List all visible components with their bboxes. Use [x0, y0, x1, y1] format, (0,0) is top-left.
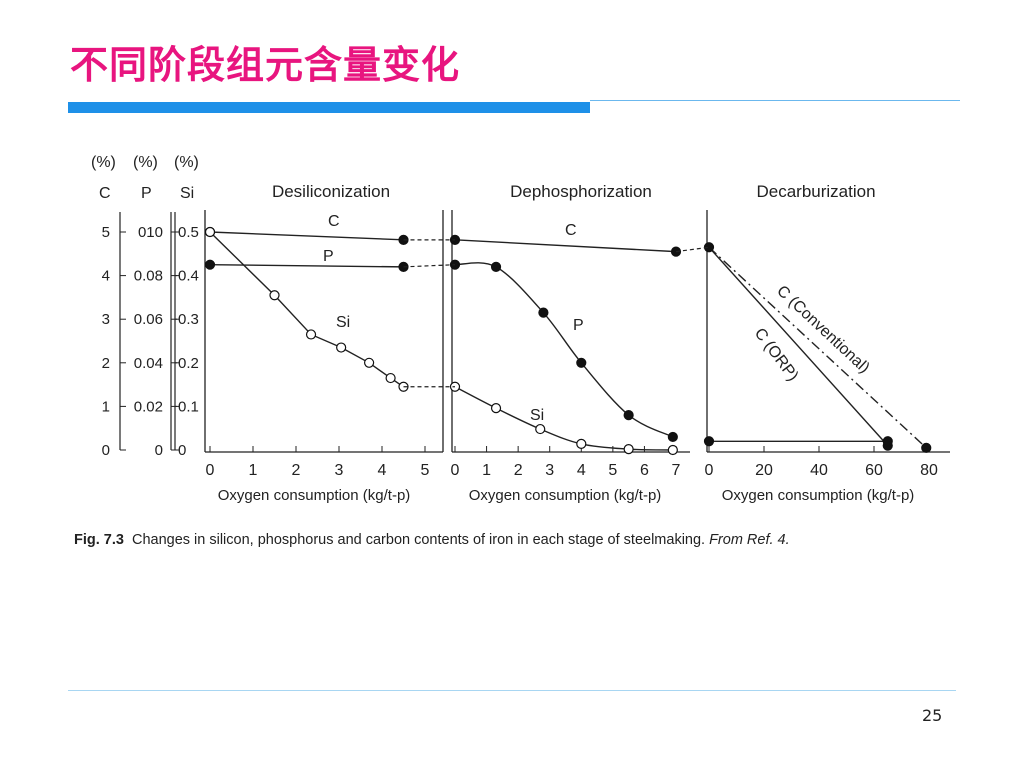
data-point-end	[882, 436, 893, 447]
x-tick-label: 1	[482, 462, 491, 479]
series-line-p	[454, 262, 674, 438]
x-tick-label: 0	[451, 462, 460, 479]
page-number: 25	[922, 706, 943, 725]
y-tick-label-p: 0.06	[134, 311, 163, 328]
caption-text: Changes in silicon, phosphorus and carbo…	[131, 532, 706, 548]
x-tick-label: 60	[865, 462, 883, 479]
title-accent-bar	[68, 102, 590, 113]
y-tick-label-si: 0.1	[178, 398, 199, 415]
series-line-c	[454, 239, 677, 253]
stage-connector-p	[403, 264, 456, 268]
x-tick-label: 40	[810, 462, 828, 479]
y-tick-label-c: 5	[102, 224, 110, 241]
y-tick-label-si: 0.2	[178, 355, 199, 372]
y-tick-label-p: 010	[138, 224, 163, 241]
series-line-c-orp-	[708, 246, 889, 447]
y-axis-name-p: P	[141, 185, 152, 202]
x-tick-label: 7	[672, 462, 681, 479]
series-line-c-conventional-	[708, 246, 927, 449]
data-point-si	[364, 357, 375, 368]
data-point-si	[535, 423, 546, 435]
x-axis-label-decarburization: Oxygen consumption (kg/t-p)	[722, 487, 915, 504]
data-point-si	[305, 329, 317, 340]
stage-connector-c-decarb	[675, 246, 710, 253]
y-tick-label-c: 1	[102, 398, 110, 415]
label-c-desil: C	[328, 213, 340, 230]
x-tick-label: 2	[292, 462, 301, 479]
x-tick-label: 0	[206, 462, 215, 479]
y-tick-label-c: 4	[102, 268, 110, 285]
label-si-dephos: Si	[530, 407, 544, 424]
slide-title: 不同阶段组元含量变化	[70, 43, 461, 87]
data-point-p	[490, 261, 502, 272]
data-point-si	[576, 438, 587, 449]
data-point-p	[623, 410, 634, 421]
y-tick-label-c: 2	[102, 355, 110, 372]
footer-rule	[68, 690, 956, 691]
data-point-si	[269, 290, 280, 301]
data-point-si	[204, 226, 216, 238]
data-point-si	[385, 372, 396, 384]
figure-caption: Fig. 7.3 Changes in silicon, phosphorus a…	[74, 532, 790, 548]
label-c-dephos: C	[565, 222, 577, 239]
x-tick-label: 4	[577, 462, 586, 479]
data-point-si	[336, 342, 347, 353]
y-tick-label-p: 0.08	[134, 268, 163, 285]
series-line-si	[209, 231, 404, 388]
x-tick-label: 6	[640, 462, 649, 479]
y-tick-label-si: 0.3	[178, 311, 199, 328]
label-p-dephos: P	[573, 317, 584, 334]
data-point-end	[921, 442, 932, 453]
x-tick-label: 0	[705, 462, 714, 479]
panel-title-dephosphorization: Dephosphorization	[510, 182, 652, 201]
y-tick-label-c: 3	[102, 311, 110, 328]
caption-label: Fig. 7.3	[74, 532, 124, 548]
series-line-si	[454, 386, 673, 451]
x-tick-label: 80	[920, 462, 938, 479]
data-point-si	[490, 403, 502, 414]
x-tick-label: 4	[378, 462, 387, 479]
label-p-desil: P	[323, 248, 334, 265]
x-tick-label: 3	[335, 462, 344, 479]
x-tick-label: 3	[545, 462, 554, 479]
y-axis-unit-si: (%)	[174, 154, 199, 171]
data-point-start	[703, 436, 715, 447]
x-tick-label: 2	[514, 462, 523, 479]
data-point-p	[667, 431, 678, 443]
caption-ref: From Ref. 4.	[709, 532, 790, 548]
title-rule-line	[590, 100, 960, 101]
y-axis-unit-p: (%)	[133, 154, 158, 171]
y-axis-name-si: Si	[180, 185, 194, 202]
y-axis-name-c: C	[99, 185, 111, 202]
series-line-p	[209, 264, 404, 268]
x-tick-label: 20	[755, 462, 773, 479]
panel-title-desiliconization: Desiliconization	[272, 182, 390, 201]
series-line-c	[209, 231, 404, 241]
label-si-desil: Si	[336, 314, 350, 331]
x-tick-label: 1	[249, 462, 258, 479]
data-point-p	[576, 357, 587, 368]
y-tick-label-si: 0.5	[178, 224, 199, 241]
y-tick-label-si: 0.4	[178, 268, 199, 285]
y-tick-label-p: 0	[155, 442, 163, 459]
x-tick-label: 5	[421, 462, 430, 479]
y-tick-label-p: 0.04	[134, 355, 163, 372]
x-tick-label: 5	[608, 462, 617, 479]
data-point-si	[667, 444, 678, 456]
y-tick-label-si: 0	[178, 442, 186, 459]
y-axis-unit-c: (%)	[91, 154, 116, 171]
chart-layer: 5432100100.080.060.040.0200.50.40.30.20.…	[102, 210, 950, 479]
y-tick-label-c: 0	[102, 442, 110, 459]
data-point-si	[623, 444, 634, 455]
x-axis-label-dephosphorization: Oxygen consumption (kg/t-p)	[469, 487, 662, 504]
y-tick-label-p: 0.02	[134, 398, 163, 415]
data-point-p	[204, 259, 216, 270]
data-point-p	[538, 307, 549, 318]
label-c-orp: C (ORP)	[751, 325, 801, 384]
panel-title-decarburization: Decarburization	[756, 182, 875, 201]
x-axis-label-desiliconization: Oxygen consumption (kg/t-p)	[218, 487, 411, 504]
